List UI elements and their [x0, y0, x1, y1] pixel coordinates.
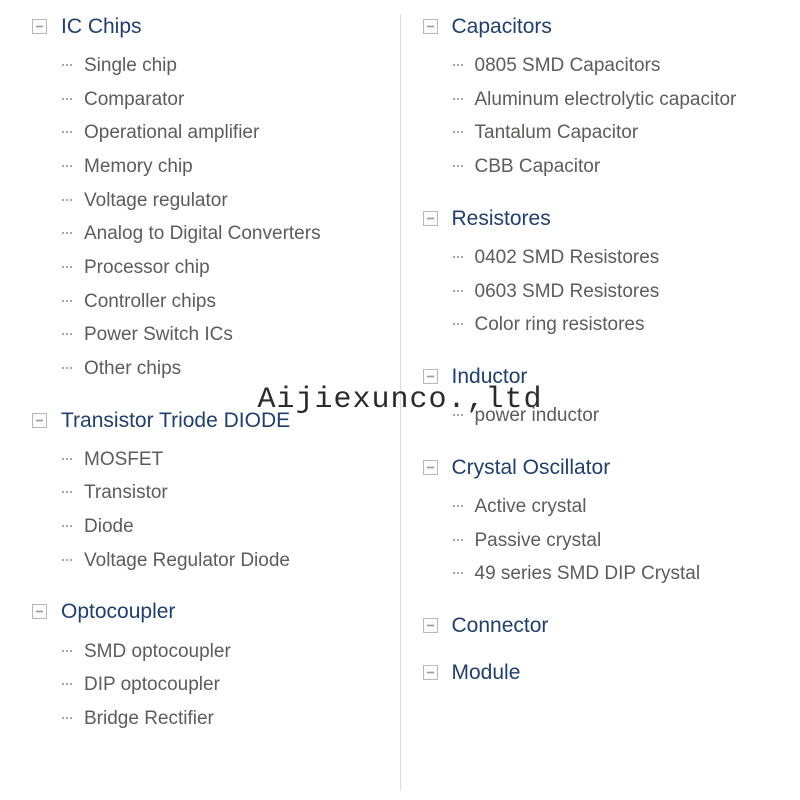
- category-header-optocoupler[interactable]: Optocoupler: [28, 599, 382, 624]
- category-items: Active crystalPassive crystal49 series S…: [419, 490, 773, 591]
- category-title[interactable]: Crystal Oscillator: [452, 455, 611, 480]
- list-item[interactable]: MOSFET: [62, 443, 352, 477]
- list-item[interactable]: Controller chips: [62, 285, 352, 319]
- list-item[interactable]: DIP optocoupler: [62, 668, 352, 702]
- collapse-icon[interactable]: [423, 211, 438, 226]
- list-item[interactable]: 0805 SMD Capacitors: [453, 49, 743, 83]
- category-title[interactable]: Capacitors: [452, 14, 552, 39]
- category-header-transistor-triode-diode[interactable]: Transistor Triode DIODE: [28, 408, 382, 433]
- category-items: SMD optocouplerDIP optocouplerBridge Rec…: [28, 635, 382, 736]
- list-item[interactable]: power inductor: [453, 399, 743, 433]
- category-optocoupler: Optocoupler SMD optocouplerDIP optocouple…: [28, 599, 382, 735]
- category-resistores: Resistores 0402 SMD Resistores0603 SMD Re…: [419, 206, 773, 342]
- list-item[interactable]: Memory chip: [62, 150, 352, 184]
- category-header-connector[interactable]: Connector: [419, 613, 773, 638]
- collapse-icon[interactable]: [32, 604, 47, 619]
- category-title[interactable]: Connector: [452, 613, 549, 638]
- list-item[interactable]: Voltage regulator: [62, 184, 352, 218]
- category-connector: Connector: [419, 613, 773, 638]
- collapse-icon[interactable]: [423, 460, 438, 475]
- category-ic-chips: IC Chips Single chipComparatorOperational…: [28, 14, 382, 386]
- list-item[interactable]: CBB Capacitor: [453, 150, 743, 184]
- list-item[interactable]: Single chip: [62, 49, 352, 83]
- category-header-resistores[interactable]: Resistores: [419, 206, 773, 231]
- category-crystal-oscillator: Crystal Oscillator Active crystalPassive …: [419, 455, 773, 591]
- category-title[interactable]: Module: [452, 660, 521, 685]
- list-item[interactable]: Comparator: [62, 83, 352, 117]
- category-header-inductor[interactable]: Inductor: [419, 364, 773, 389]
- category-header-ic-chips[interactable]: IC Chips: [28, 14, 382, 39]
- list-item[interactable]: 0402 SMD Resistores: [453, 241, 743, 275]
- list-item[interactable]: Active crystal: [453, 490, 743, 524]
- category-inductor: Inductor power inductor: [419, 364, 773, 433]
- category-module: Module: [419, 660, 773, 685]
- category-columns: IC Chips Single chipComparatorOperational…: [0, 0, 800, 800]
- category-title[interactable]: Inductor: [452, 364, 528, 389]
- list-item[interactable]: Color ring resistores: [453, 308, 743, 342]
- category-title[interactable]: IC Chips: [61, 14, 142, 39]
- list-item[interactable]: Power Switch ICs: [62, 318, 352, 352]
- list-item[interactable]: SMD optocoupler: [62, 635, 352, 669]
- list-item[interactable]: Transistor: [62, 476, 352, 510]
- list-item[interactable]: Operational amplifier: [62, 116, 352, 150]
- list-item[interactable]: 49 series SMD DIP Crystal: [453, 557, 743, 591]
- category-title[interactable]: Optocoupler: [61, 599, 175, 624]
- collapse-icon[interactable]: [32, 19, 47, 34]
- list-item[interactable]: Tantalum Capacitor: [453, 116, 743, 150]
- list-item[interactable]: Bridge Rectifier: [62, 702, 352, 736]
- list-item[interactable]: Processor chip: [62, 251, 352, 285]
- collapse-icon[interactable]: [423, 369, 438, 384]
- category-transistor-triode-diode: Transistor Triode DIODE MOSFETTransistorD…: [28, 408, 382, 578]
- list-item[interactable]: Voltage Regulator Diode: [62, 544, 352, 578]
- category-capacitors: Capacitors 0805 SMD CapacitorsAluminum el…: [419, 14, 773, 184]
- category-header-capacitors[interactable]: Capacitors: [419, 14, 773, 39]
- category-items: power inductor: [419, 399, 773, 433]
- category-title[interactable]: Resistores: [452, 206, 551, 231]
- column-left: IC Chips Single chipComparatorOperational…: [10, 14, 401, 790]
- collapse-icon[interactable]: [423, 618, 438, 633]
- collapse-icon[interactable]: [32, 413, 47, 428]
- category-items: 0402 SMD Resistores0603 SMD ResistoresCo…: [419, 241, 773, 342]
- category-header-crystal-oscillator[interactable]: Crystal Oscillator: [419, 455, 773, 480]
- collapse-icon[interactable]: [423, 665, 438, 680]
- list-item[interactable]: Aluminum electrolytic capacitor: [453, 83, 743, 117]
- list-item[interactable]: 0603 SMD Resistores: [453, 275, 743, 309]
- list-item[interactable]: Other chips: [62, 352, 352, 386]
- category-items: 0805 SMD CapacitorsAluminum electrolytic…: [419, 49, 773, 184]
- collapse-icon[interactable]: [423, 19, 438, 34]
- category-items: Single chipComparatorOperational amplifi…: [28, 49, 382, 385]
- list-item[interactable]: Diode: [62, 510, 352, 544]
- list-item[interactable]: Passive crystal: [453, 524, 743, 558]
- column-right: Capacitors 0805 SMD CapacitorsAluminum el…: [401, 14, 791, 790]
- list-item[interactable]: Analog to Digital Converters: [62, 217, 352, 251]
- category-items: MOSFETTransistorDiodeVoltage Regulator D…: [28, 443, 382, 578]
- category-header-module[interactable]: Module: [419, 660, 773, 685]
- category-title[interactable]: Transistor Triode DIODE: [61, 408, 290, 433]
